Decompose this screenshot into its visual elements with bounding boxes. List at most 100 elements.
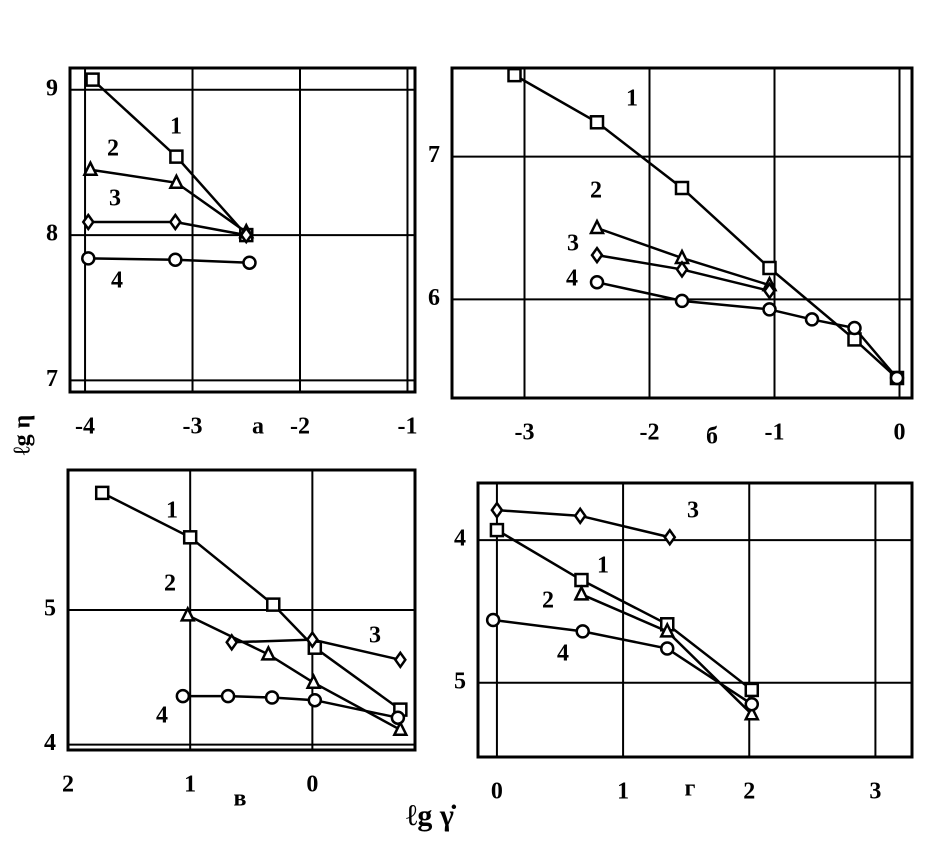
marker-circle <box>889 370 905 386</box>
marker-circle <box>390 710 406 725</box>
series-label: 4 <box>156 703 168 729</box>
x-tick-label: -1 <box>397 414 417 440</box>
x-tick-label: 0 <box>306 772 318 798</box>
y-tick-label: 4 <box>44 730 56 756</box>
x-tick-label: -3 <box>183 414 203 440</box>
marker-diamond <box>762 281 777 301</box>
x-tick-label: 1 <box>184 772 196 798</box>
marker-triangle <box>743 704 760 721</box>
marker-diamond <box>663 528 677 547</box>
panel-label: а <box>252 414 264 440</box>
marker-circle <box>589 275 605 290</box>
marker-triangle <box>82 159 99 176</box>
series-label: 3 <box>109 186 121 212</box>
series-label: 1 <box>166 498 178 524</box>
series-label: 2 <box>107 136 119 162</box>
series-label: 2 <box>164 571 176 597</box>
x-tick-label: 2 <box>62 772 74 798</box>
y-tick-label: 5 <box>44 596 56 622</box>
marker-square <box>574 572 589 588</box>
series-label: 4 <box>566 266 578 292</box>
y-tick-label: 5 <box>454 668 466 694</box>
series-line <box>492 618 753 706</box>
marker-circle <box>659 641 675 656</box>
plot-frame <box>476 481 914 759</box>
marker-square <box>674 180 690 196</box>
plot-frame <box>450 66 914 400</box>
x-tick-label: -4 <box>75 414 95 440</box>
y-tick-label: 8 <box>46 221 58 247</box>
marker-diamond <box>168 212 182 232</box>
marker-diamond <box>225 633 239 652</box>
x-tick-label: -3 <box>515 420 535 446</box>
x-tick-label: -2 <box>290 414 310 440</box>
marker-circle <box>175 688 191 704</box>
plot-frame <box>68 66 417 394</box>
x-tick-label: 1 <box>617 779 629 805</box>
panel-label: б <box>706 424 718 450</box>
y-tick-label: 9 <box>46 75 58 101</box>
y-tick-label: 4 <box>454 526 466 552</box>
series-line <box>496 529 753 691</box>
marker-diamond <box>81 212 95 232</box>
series-line <box>513 74 898 379</box>
marker-circle <box>81 251 96 266</box>
marker-circle <box>847 320 862 336</box>
marker-triangle <box>168 172 185 190</box>
marker-triangle <box>588 218 606 235</box>
marker-diamond <box>393 650 407 669</box>
marker-diamond <box>305 630 319 649</box>
marker-circle <box>674 293 690 309</box>
marker-triangle <box>573 584 590 601</box>
marker-square <box>762 260 777 276</box>
marker-circle <box>575 624 590 639</box>
series-label: 2 <box>590 178 602 204</box>
marker-circle <box>804 312 820 327</box>
marker-square <box>489 522 505 538</box>
y-axis-title: ℓg η <box>10 415 36 457</box>
y-tick-label: 7 <box>428 142 440 168</box>
series-label: 3 <box>369 623 381 649</box>
series-line <box>596 281 898 379</box>
series-line <box>101 491 402 711</box>
marker-triangle <box>179 605 196 622</box>
series-line <box>182 694 399 719</box>
marker-circle <box>762 302 777 317</box>
marker-circle <box>744 696 760 712</box>
marker-square <box>507 67 522 83</box>
marker-diamond <box>573 506 587 525</box>
x-tick-label: -1 <box>765 420 785 446</box>
series-label: 1 <box>170 114 182 140</box>
marker-diamond <box>239 225 253 245</box>
marker-triangle <box>659 621 676 638</box>
panel-label: в <box>234 786 247 812</box>
marker-diamond <box>675 260 689 279</box>
series-label: 1 <box>597 553 609 579</box>
series-line <box>88 220 247 237</box>
marker-square <box>182 530 198 545</box>
series-label: 3 <box>567 231 579 257</box>
marker-circle <box>485 612 501 628</box>
panel-label: г <box>685 776 696 802</box>
series-label: 4 <box>557 641 569 667</box>
marker-square <box>589 115 605 130</box>
y-tick-label: 6 <box>428 285 440 311</box>
marker-circle <box>168 252 183 268</box>
x-axis-title: ℓg γ̇ <box>406 799 457 832</box>
y-tick-label: 7 <box>46 366 58 392</box>
x-tick-label: 3 <box>869 779 881 805</box>
marker-triangle <box>305 672 322 689</box>
x-tick-label: 0 <box>491 779 503 805</box>
x-tick-label: -2 <box>640 420 660 446</box>
marker-triangle <box>260 644 277 661</box>
marker-square <box>744 682 760 698</box>
marker-triangle <box>392 720 409 737</box>
marker-circle <box>242 255 257 270</box>
series-label: 1 <box>626 86 638 112</box>
marker-circle <box>264 690 280 705</box>
marker-square <box>266 597 281 612</box>
marker-square <box>85 72 100 87</box>
marker-diamond <box>590 245 604 265</box>
marker-circle <box>307 692 323 708</box>
